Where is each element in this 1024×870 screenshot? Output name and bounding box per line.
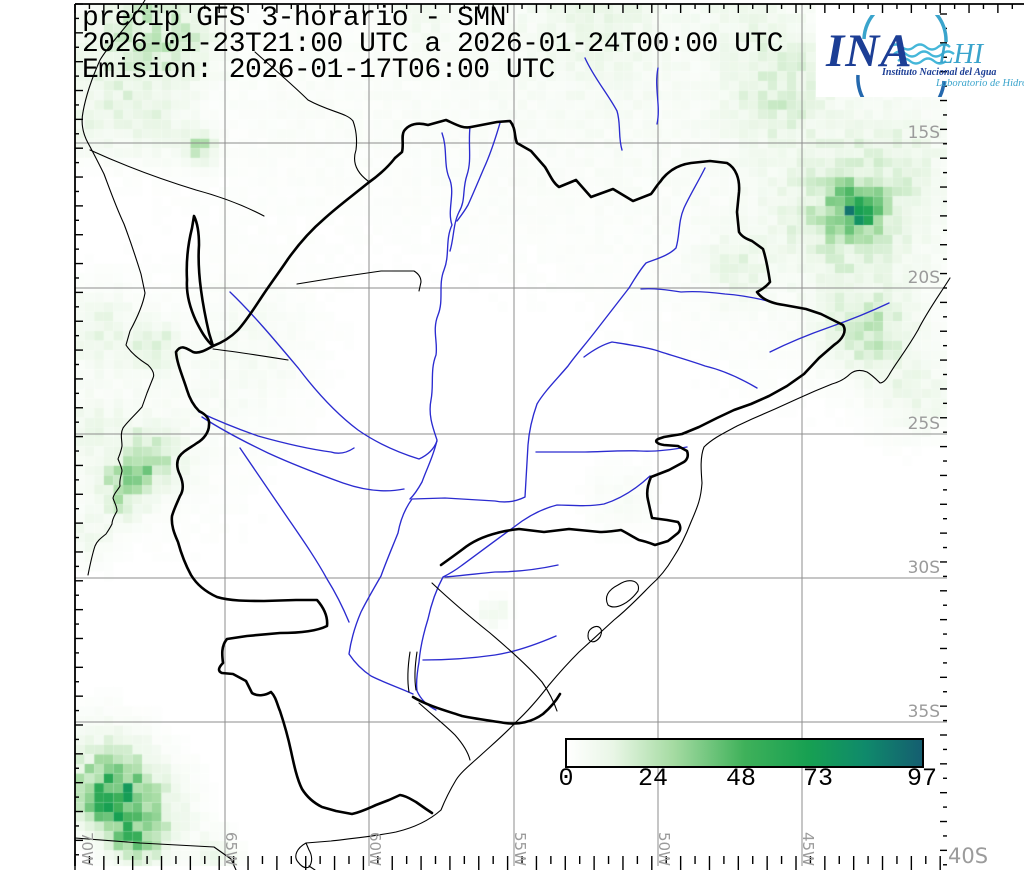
- bermejo-river: [201, 416, 405, 492]
- basin-boundary: [170, 118, 846, 816]
- iguazu-river: [535, 446, 688, 453]
- parana-river: [348, 287, 630, 695]
- atlantic-coastline: [295, 277, 951, 869]
- coast-tail: [308, 865, 316, 870]
- colorbar-tick-24: 24: [637, 764, 669, 793]
- river-lines: [198, 57, 890, 711]
- negro-river: [422, 635, 557, 661]
- grid-lines: [75, 4, 947, 866]
- bolivia-brazil-border: [296, 270, 422, 292]
- logo-arc-top-icon: [862, 15, 948, 43]
- logo-background: [816, 5, 1022, 97]
- pilcomayo-branch: [198, 411, 355, 454]
- lat-label-20S: 20S: [907, 268, 940, 288]
- colorbar-tick-48: 48: [725, 764, 757, 793]
- andes-border: [81, 0, 155, 576]
- tiete-river: [583, 341, 758, 389]
- headwater-river: [584, 57, 623, 151]
- lon-label-45W: 45W: [799, 832, 817, 866]
- logo-waves-icon: [889, 43, 955, 65]
- map-title: precip GFS 3-horario - SMN: [82, 3, 506, 34]
- lat-label-25S: 25S: [907, 414, 940, 434]
- basin-boundary-west: [170, 156, 434, 816]
- border-coast-lines: [74, 0, 951, 870]
- pilcomayo-river: [229, 291, 438, 460]
- colorbar-tick-97: 97: [906, 764, 938, 793]
- basin-boundary-north-east: [393, 118, 846, 567]
- lon-label-55W: 55W: [511, 832, 529, 866]
- parana-delta: [407, 651, 418, 693]
- logo-unit: LHI: [938, 39, 984, 70]
- ibicui-river: [444, 564, 559, 578]
- lon-label-65W: 65W: [222, 832, 240, 866]
- colorbar-tick-73: 73: [802, 764, 834, 793]
- pantanal-river: [449, 126, 471, 252]
- lon-label-50W: 50W: [655, 832, 673, 866]
- ina-logo-graphics: [856, 15, 955, 97]
- lat-label-30S: 30S: [907, 558, 940, 578]
- patagonia-border: [74, 837, 237, 870]
- rio-grande-river: [640, 288, 773, 303]
- lat-label-35S: 35S: [907, 702, 940, 722]
- estuary-inner-shore: [418, 702, 471, 761]
- valid-period: 2026-01-23T21:00 UTC a 2026-01-24T00:00 …: [82, 29, 784, 60]
- pantanal-river-2: [456, 122, 501, 222]
- paraiba-do-sul-river: [769, 302, 890, 353]
- logo-lab-name: Laboratorio de Hidrología: [936, 78, 1024, 89]
- lagoa-dos-patos: [605, 580, 640, 608]
- uruguay-border: [431, 582, 558, 712]
- paraguay-river: [409, 132, 453, 500]
- logo-arc-bottom-icon: [856, 74, 946, 97]
- lat-label-40S: 40S: [948, 844, 989, 868]
- nw-border: [254, 51, 369, 182]
- lat-label-15S: 15S: [907, 123, 940, 143]
- uruguay-river: [415, 475, 651, 711]
- logo-org-name: Instituto Nacional del Agua: [882, 67, 997, 78]
- map-frame-and-ticks: [74, 3, 1024, 870]
- headwater-river-2: [656, 67, 659, 125]
- salado-river: [239, 447, 350, 623]
- paranaiba-river: [628, 167, 706, 289]
- nw-border-branch: [89, 149, 265, 217]
- lon-label-70W: 70W: [78, 832, 96, 866]
- lagoa-mirim: [587, 626, 602, 643]
- precipitation-colorbar: [565, 738, 924, 768]
- emission-time: Emision: 2026-01-17T06:00 UTC: [82, 55, 555, 86]
- estuary-north-shore: [411, 692, 562, 725]
- pilcomayo-border: [212, 348, 289, 361]
- logo-acronym: INA: [826, 25, 913, 77]
- colorbar-tick-0: 0: [558, 764, 574, 793]
- lon-label-60W: 60W: [366, 832, 384, 866]
- ina-logo: INA LHI Instituto Nacional del Agua Labo…: [816, 15, 1024, 97]
